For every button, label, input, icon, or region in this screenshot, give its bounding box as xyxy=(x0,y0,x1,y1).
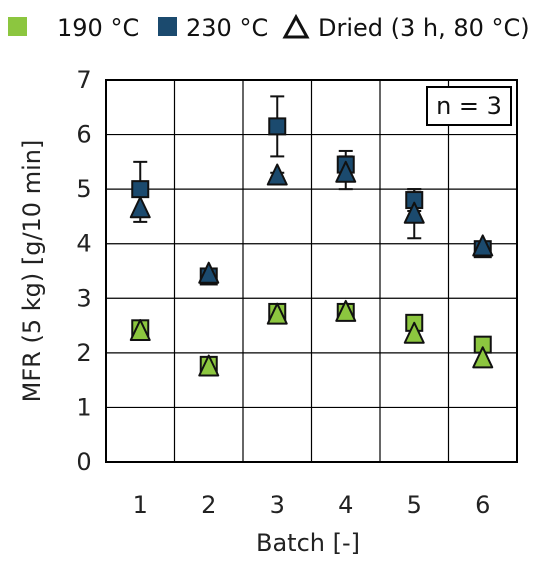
y-tick-0: 0 xyxy=(76,448,91,476)
legend-swatch-230 xyxy=(158,17,177,36)
y-tick-6: 6 xyxy=(76,121,91,149)
marker-dried-230-batch-5 xyxy=(403,201,425,224)
legend-swatch-dried xyxy=(282,13,310,39)
x-tick-labels: 1 2 3 4 5 6 xyxy=(133,491,491,519)
sample-size-annotation: n = 3 xyxy=(426,86,512,126)
plot-area xyxy=(105,79,518,463)
marker-dried-190-batch-4 xyxy=(335,299,357,322)
data-markers xyxy=(129,117,494,377)
marker-dried-190-batch-3 xyxy=(266,302,288,325)
legend-label-230: 230 °C xyxy=(186,14,268,42)
marker-dried-230-batch-6 xyxy=(472,234,494,257)
y-tick-3: 3 xyxy=(76,284,91,312)
y-tick-2: 2 xyxy=(76,339,91,367)
legend-label-190: 190 °C xyxy=(57,14,139,42)
x-tick-5: 5 xyxy=(407,491,422,519)
annotation-text: n = 3 xyxy=(436,92,502,120)
x-tick-2: 2 xyxy=(201,491,216,519)
x-axis-label: Batch [-] xyxy=(256,529,360,557)
y-axis-label: MFR (5 kg) [g/10 min] xyxy=(18,140,46,403)
y-tick-4: 4 xyxy=(76,230,91,258)
marker-dried-230-batch-3 xyxy=(266,163,288,186)
marker-dried-190-batch-2 xyxy=(198,354,220,377)
legend: 190 °C 230 °C Dried (3 h, 80 °C) xyxy=(8,13,530,42)
marker-dried-190-batch-5 xyxy=(403,321,425,344)
y-tick-5: 5 xyxy=(76,175,91,203)
x-tick-1: 1 xyxy=(133,491,148,519)
marker-dried-230-batch-1 xyxy=(129,196,151,219)
y-tick-1: 1 xyxy=(76,393,91,421)
annotation-box xyxy=(426,86,512,126)
x-tick-4: 4 xyxy=(338,491,353,519)
legend-label-dried: Dried (3 h, 80 °C) xyxy=(318,14,530,42)
marker-dried-190-batch-1 xyxy=(129,319,151,342)
x-tick-3: 3 xyxy=(270,491,285,519)
y-tick-7: 7 xyxy=(76,66,91,94)
marker-dried-230-batch-4 xyxy=(335,160,357,183)
y-tick-labels: 0 1 2 3 4 5 6 7 xyxy=(76,66,91,476)
grid xyxy=(106,80,517,462)
marker-dried-230-batch-2 xyxy=(198,261,220,284)
x-tick-6: 6 xyxy=(475,491,490,519)
marker-230-batch-3 xyxy=(268,117,287,136)
marker-230-batch-1 xyxy=(131,180,150,199)
legend-swatch-190 xyxy=(8,17,27,36)
marker-dried-190-batch-6 xyxy=(472,346,494,369)
